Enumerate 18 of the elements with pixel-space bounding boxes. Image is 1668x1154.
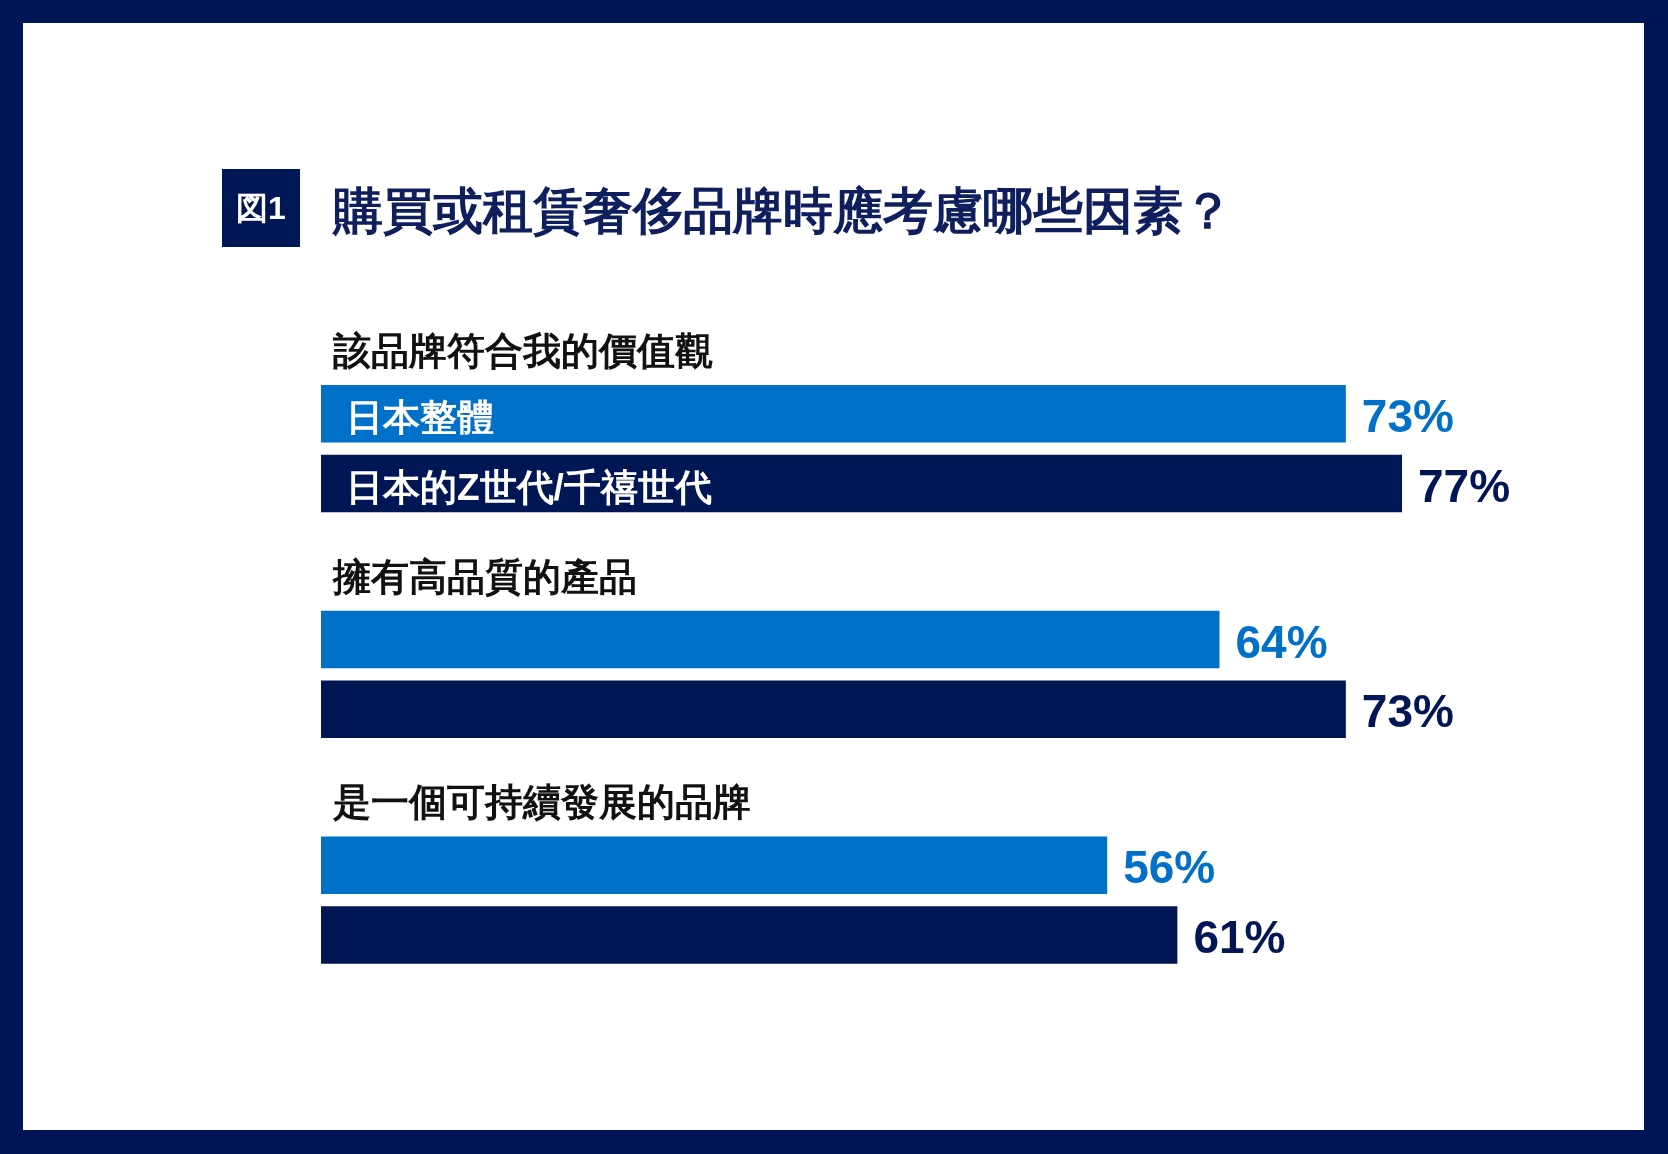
caption: 図1	[222, 169, 300, 247]
bar	[321, 385, 1346, 443]
bar	[321, 836, 1108, 894]
series-label: 日本整體	[346, 396, 494, 438]
data-label: 73%	[1361, 685, 1454, 738]
bar	[321, 680, 1346, 739]
data-label: 61%	[1193, 910, 1286, 963]
bar	[321, 610, 1220, 669]
data-label: 64%	[1235, 615, 1328, 668]
data-label: 73%	[1361, 389, 1454, 442]
series-label: 日本的Z世代/千禧世代	[346, 466, 712, 508]
data-label: 56%	[1123, 841, 1216, 894]
y-tick-label: 該品牌符合我的價值觀	[332, 330, 713, 373]
data-label: 77%	[1418, 459, 1511, 512]
y-tick-label: 是一個可持續發展的品牌	[332, 781, 751, 824]
bar	[321, 906, 1178, 964]
chart-title: 購買或租賃奢侈品牌時應考慮哪些因素？	[333, 183, 1233, 239]
y-tick-label: 擁有高品質的產品	[332, 555, 637, 598]
